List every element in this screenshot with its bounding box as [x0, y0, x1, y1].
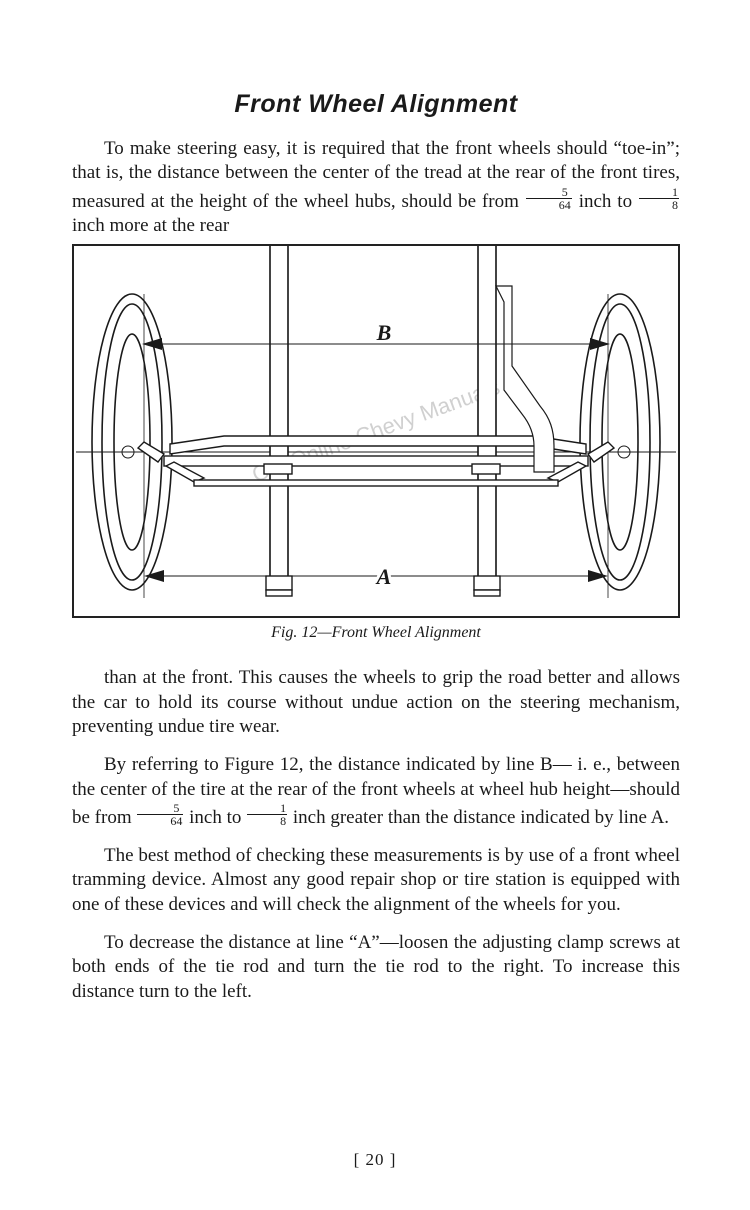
paragraph-1-c: inch more at the rear [72, 215, 229, 236]
paragraph-3-b: inch to [189, 807, 246, 828]
paragraph-3: By referring to Figure 12, the distance … [72, 753, 680, 830]
paragraph-4: The best method of checking these measur… [72, 844, 680, 917]
paragraph-2: than at the front. This causes the wheel… [72, 666, 680, 739]
paragraph-1-b: inch to [579, 191, 638, 212]
fraction-1-8: 1 8 [639, 186, 679, 211]
fraction-num: 5 [526, 186, 572, 199]
page-number: [ 20 ] [0, 1150, 750, 1170]
fraction-5-64: 5 64 [526, 186, 572, 211]
paragraph-1: To make steering easy, it is required th… [72, 137, 680, 238]
dim-label-B: B [376, 320, 392, 345]
fraction-num: 1 [639, 186, 679, 199]
fraction-num: 5 [137, 802, 183, 815]
fraction-den: 64 [526, 199, 572, 211]
fraction-den: 8 [639, 199, 679, 211]
figure-svg: B A [74, 246, 678, 616]
page-title: Front Wheel Alignment [72, 90, 680, 119]
page: Front Wheel Alignment To make steering e… [0, 0, 750, 1210]
fraction-den: 64 [137, 815, 183, 827]
paragraph-3-c: inch greater than the distance indicated… [293, 807, 669, 828]
fraction-1-8: 1 8 [247, 802, 287, 827]
figure-caption: Fig. 12—Front Wheel Alignment [72, 624, 680, 642]
fraction-5-64: 5 64 [137, 802, 183, 827]
figure-frame: Old Online Chevy Manuals [72, 244, 680, 618]
dim-label-A: A [375, 564, 392, 589]
figure-12: Old Online Chevy Manuals [72, 244, 680, 642]
fraction-num: 1 [247, 802, 287, 815]
paragraph-5: To decrease the distance at line “A”—loo… [72, 931, 680, 1004]
fraction-den: 8 [247, 815, 287, 827]
